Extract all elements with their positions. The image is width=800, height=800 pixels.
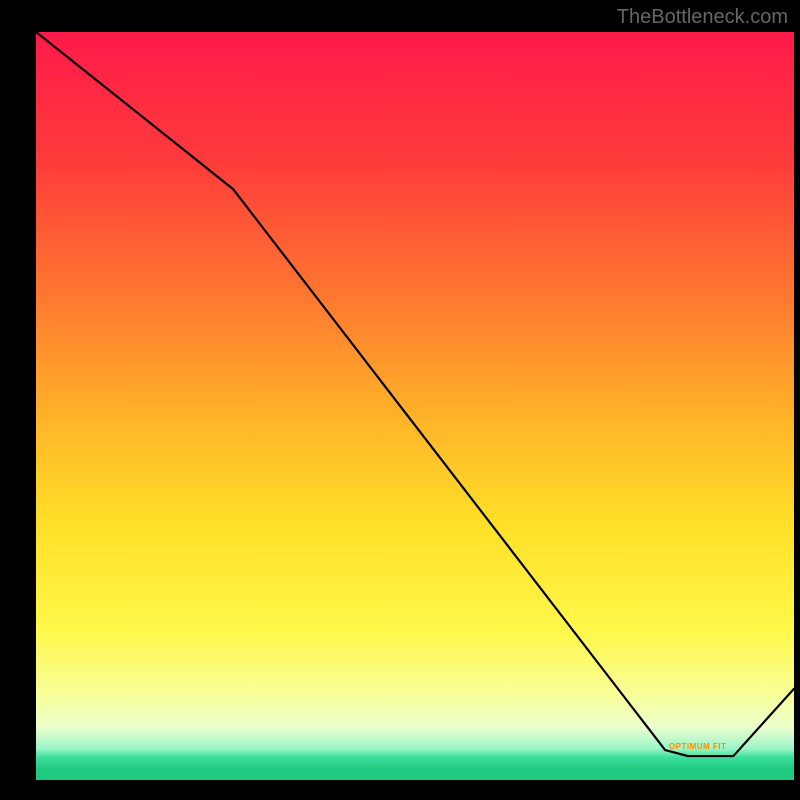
optimum-marker-label: OPTIMUM FIT — [669, 742, 727, 751]
chart-container: TheBottleneck.com OPTIMUM FIT — [0, 0, 800, 800]
watermark-text: TheBottleneck.com — [617, 6, 788, 29]
gradient-background — [36, 32, 794, 780]
plot-region: OPTIMUM FIT — [36, 32, 794, 780]
